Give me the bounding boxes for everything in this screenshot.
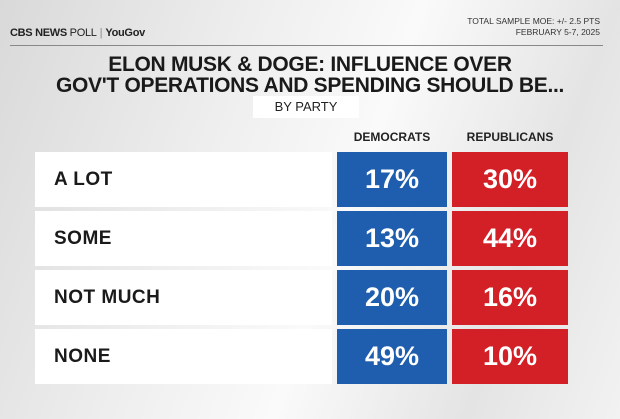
row-label: NONE bbox=[35, 329, 332, 384]
sample-info: TOTAL SAMPLE MOE: +/- 2.5 PTS FEBRUARY 5-… bbox=[467, 16, 600, 38]
republicans-value: 30% bbox=[452, 152, 568, 207]
moe-text: TOTAL SAMPLE MOE: +/- 2.5 PTS bbox=[467, 16, 600, 26]
democrats-value: 49% bbox=[337, 329, 447, 384]
header-divider bbox=[10, 45, 603, 46]
republicans-value: 44% bbox=[452, 211, 568, 266]
cbs-yougov-logo: CBS NEWS POLL | YouGov bbox=[10, 27, 145, 39]
republicans-value: 10% bbox=[452, 329, 568, 384]
column-header-republicans: REPUBLICANS bbox=[466, 130, 554, 144]
republicans-value: 16% bbox=[452, 270, 568, 325]
column-header-democrats: DEMOCRATS bbox=[353, 130, 431, 144]
democrats-value: 20% bbox=[337, 270, 447, 325]
dates-text: FEBRUARY 5-7, 2025 bbox=[515, 27, 600, 37]
row-label: NOT MUCH bbox=[35, 270, 332, 325]
row-label: A LOT bbox=[35, 152, 332, 207]
chart-subtitle: BY PARTY bbox=[253, 96, 359, 118]
democrats-value: 17% bbox=[337, 152, 447, 207]
row-label: SOME bbox=[35, 211, 332, 266]
chart-title: ELON MUSK & DOGE: INFLUENCE OVER GOV'T OP… bbox=[55, 53, 565, 97]
democrats-value: 13% bbox=[337, 211, 447, 266]
